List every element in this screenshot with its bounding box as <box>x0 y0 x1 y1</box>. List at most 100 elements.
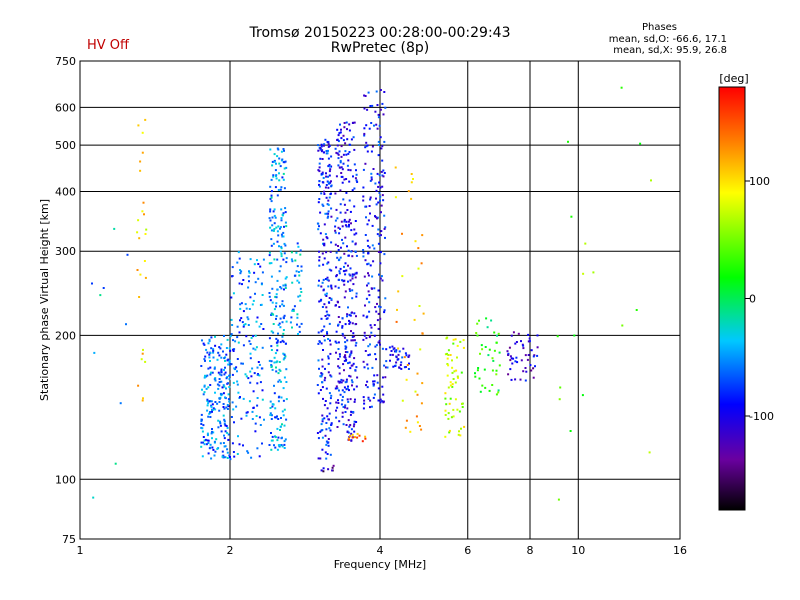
data-point <box>250 375 253 378</box>
data-point <box>345 220 348 223</box>
data-point <box>340 145 343 148</box>
data-point <box>268 217 271 220</box>
data-point <box>345 121 348 124</box>
phase-stats-x: mean, sd,X: 95.9, 26.8 <box>613 45 727 56</box>
data-point <box>344 354 347 357</box>
data-point <box>280 219 283 222</box>
data-point <box>283 357 286 360</box>
data-point <box>295 270 298 273</box>
data-point <box>514 360 517 363</box>
data-point <box>283 408 286 411</box>
data-point <box>200 420 203 423</box>
data-point <box>324 186 327 189</box>
data-point <box>270 229 273 232</box>
data-point <box>321 358 324 361</box>
data-point <box>213 454 216 457</box>
data-point <box>456 356 458 359</box>
data-point <box>282 148 285 150</box>
data-point <box>137 384 140 387</box>
data-point <box>227 358 230 361</box>
data-point <box>271 287 274 290</box>
data-point <box>206 439 209 442</box>
data-point <box>144 360 147 363</box>
y-tick-label: 400 <box>55 185 76 198</box>
data-point <box>485 317 488 320</box>
data-point <box>207 439 210 442</box>
data-point <box>237 251 240 254</box>
data-point <box>446 357 449 360</box>
data-point <box>236 325 239 328</box>
data-point <box>268 254 271 257</box>
data-point <box>379 306 382 309</box>
data-point <box>370 150 373 153</box>
data-point <box>323 325 326 328</box>
data-point <box>338 321 341 324</box>
data-point <box>324 376 327 379</box>
data-point <box>374 182 377 185</box>
y-tick-label: 75 <box>62 533 76 546</box>
data-point <box>280 252 283 255</box>
y-tick-label: 100 <box>55 473 76 486</box>
data-point <box>232 339 234 342</box>
data-point <box>328 314 331 317</box>
data-point <box>381 279 384 282</box>
data-point <box>296 316 299 319</box>
data-point <box>381 400 384 403</box>
data-point <box>207 367 210 370</box>
data-point <box>334 285 337 288</box>
data-point <box>211 403 214 406</box>
data-point <box>377 116 380 119</box>
data-point <box>402 347 405 350</box>
data-point <box>275 361 278 364</box>
data-point <box>212 356 215 359</box>
data-point <box>113 227 116 230</box>
data-point <box>326 441 329 444</box>
data-point <box>353 335 356 338</box>
data-point <box>367 272 369 275</box>
data-point <box>278 179 281 182</box>
data-point <box>320 317 323 320</box>
data-point <box>444 397 447 400</box>
data-point <box>290 251 293 254</box>
data-point <box>281 339 284 342</box>
data-point <box>223 437 226 440</box>
data-point <box>326 203 329 206</box>
data-point <box>212 349 215 352</box>
data-point <box>377 185 380 188</box>
data-point <box>280 247 283 250</box>
data-point <box>327 210 330 213</box>
data-point <box>299 249 302 252</box>
data-point <box>283 376 286 379</box>
data-point <box>349 169 352 172</box>
data-point <box>344 323 347 326</box>
data-point <box>329 402 332 405</box>
data-point <box>524 379 527 382</box>
data-point <box>276 258 279 261</box>
data-point <box>319 341 321 343</box>
data-point <box>323 257 326 260</box>
data-point <box>345 153 348 156</box>
data-point <box>446 374 449 377</box>
data-point <box>335 208 338 211</box>
data-point <box>556 335 559 338</box>
data-point <box>462 339 465 342</box>
data-point <box>522 347 525 350</box>
data-point <box>208 400 211 403</box>
data-point <box>370 331 373 334</box>
data-point <box>422 312 425 315</box>
data-point <box>257 277 260 280</box>
data-point <box>449 354 452 356</box>
data-point <box>203 384 206 387</box>
data-point <box>377 228 380 231</box>
data-point <box>283 288 285 291</box>
data-point <box>283 252 286 255</box>
data-point <box>376 127 379 130</box>
data-point <box>246 411 249 414</box>
data-point <box>320 148 322 151</box>
data-point <box>379 89 382 91</box>
data-point <box>139 273 142 276</box>
data-point <box>398 366 401 369</box>
data-point <box>326 276 329 279</box>
data-point <box>337 153 340 156</box>
data-point <box>221 455 224 458</box>
